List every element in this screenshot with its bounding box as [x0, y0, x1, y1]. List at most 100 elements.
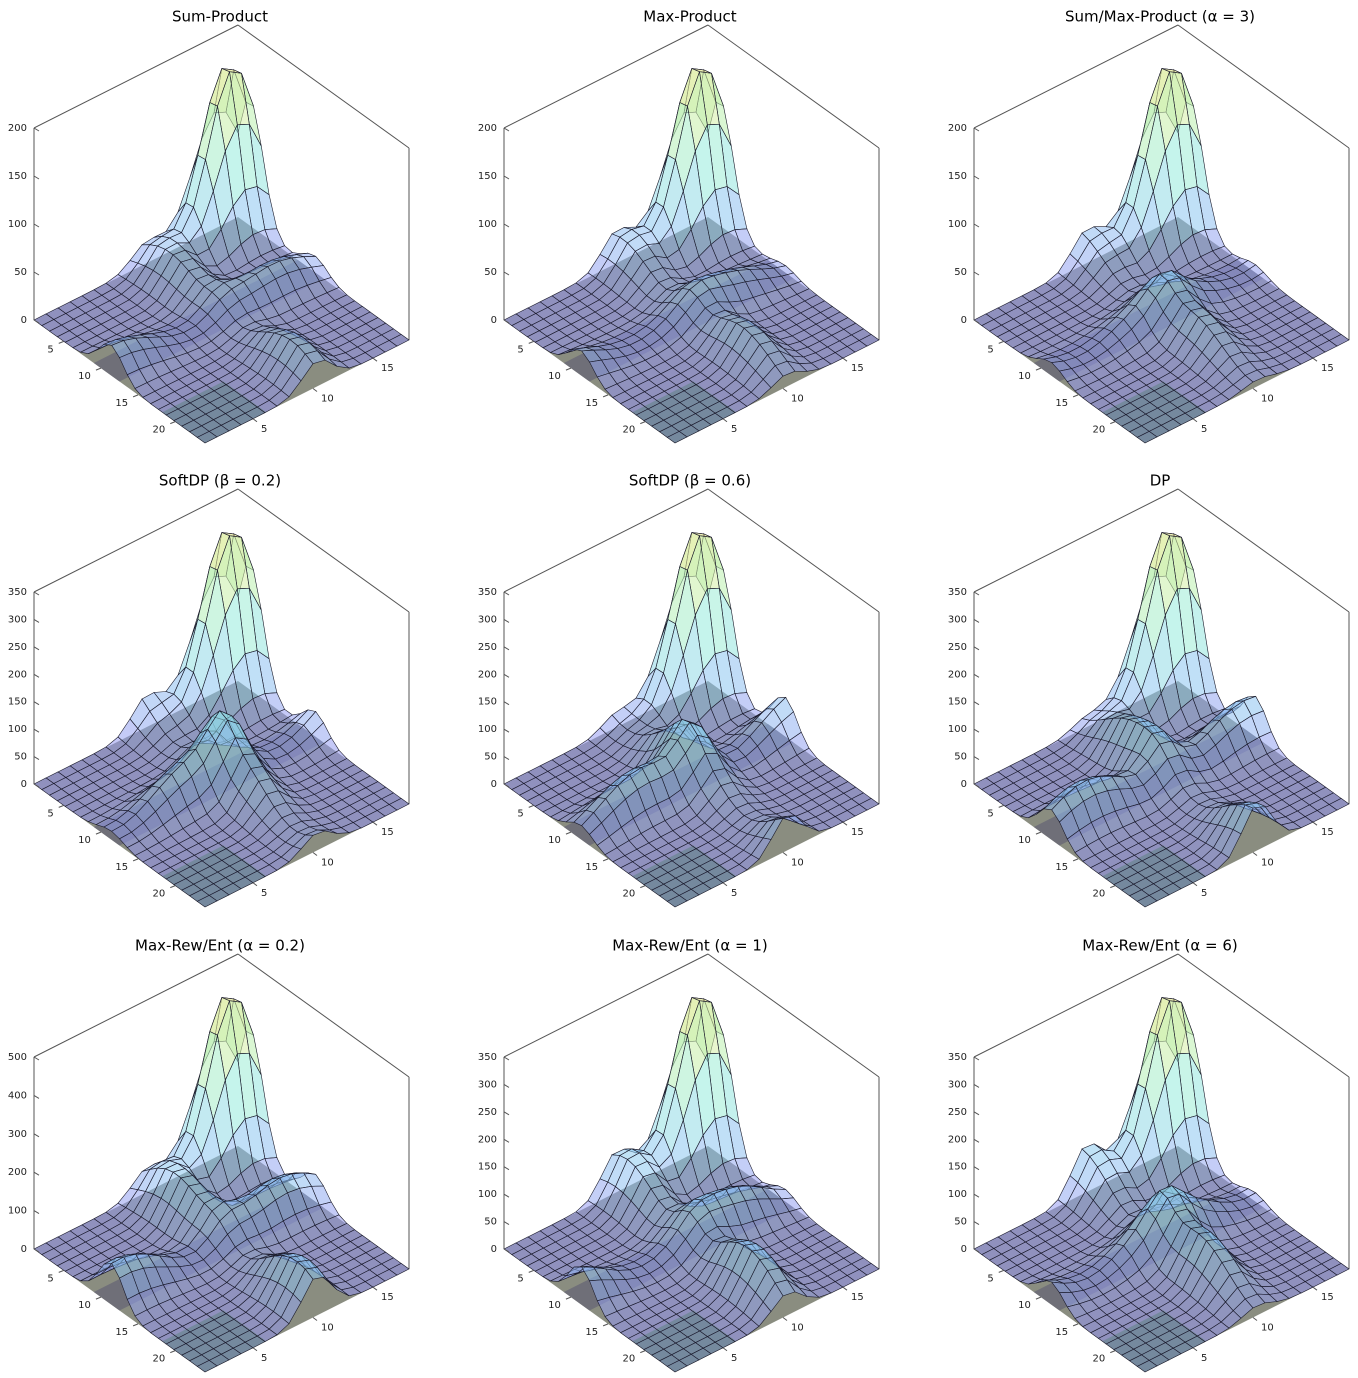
x-tick-label: 10 [1018, 371, 1031, 382]
surface-plot: Sum-Product050100150200510152051015 [8, 8, 409, 444]
x-tick [566, 368, 571, 370]
x-tick-label: 15 [585, 398, 598, 409]
y-tick [373, 822, 377, 825]
z-tick-label: 250 [948, 642, 967, 653]
z-tick [974, 674, 979, 677]
z-tick-label: 300 [8, 1129, 27, 1140]
z-tick-label: 200 [948, 123, 967, 134]
y-tick [373, 1287, 377, 1290]
x-tick-label: 10 [78, 1300, 91, 1311]
x-tick [529, 341, 534, 343]
z-tick [974, 647, 979, 650]
x-tick-label: 10 [1018, 1300, 1031, 1311]
x-tick [59, 805, 64, 807]
x-tick [96, 368, 101, 370]
chart-title: Max-Rew/Ent (α = 1) [612, 937, 768, 955]
x-tick [1110, 422, 1115, 424]
z-tick [974, 224, 979, 227]
z-tick [34, 757, 39, 760]
z-tick-label: 0 [961, 1244, 967, 1255]
chart-title: Max-Rew/Ent (α = 0.2) [135, 937, 305, 955]
x-tick-label: 5 [517, 808, 523, 819]
x-tick [1036, 368, 1041, 370]
box-edge [1178, 954, 1349, 1077]
y-tick [1253, 852, 1257, 855]
box-edge [708, 25, 879, 148]
x-tick-label: 15 [585, 862, 598, 873]
y-tick [253, 1348, 257, 1351]
x-tick [640, 886, 645, 888]
z-tick [34, 1172, 39, 1175]
z-tick [504, 592, 509, 595]
y-tick [313, 852, 317, 855]
z-tick [974, 729, 979, 732]
y-tick-label: 10 [791, 393, 804, 404]
x-tick [133, 395, 138, 397]
y-tick-label: 15 [381, 363, 394, 374]
z-tick-label: 200 [948, 669, 967, 680]
z-tick [974, 128, 979, 131]
box-edge [708, 954, 879, 1077]
z-tick-label: 100 [948, 219, 967, 230]
z-tick-label: 0 [21, 315, 27, 326]
surface-plot: SoftDP (β = 0.2)050100150200250300350510… [8, 472, 409, 908]
x-tick-label: 15 [1055, 398, 1068, 409]
z-tick [34, 1057, 39, 1060]
z-tick [974, 1194, 979, 1197]
y-tick [373, 358, 377, 361]
z-tick [504, 1057, 509, 1060]
x-tick-label: 10 [78, 371, 91, 382]
z-tick [504, 647, 509, 650]
z-tick-label: 0 [491, 315, 497, 326]
x-tick [566, 1297, 571, 1299]
z-tick [34, 176, 39, 179]
box-edge [238, 489, 409, 612]
z-tick [974, 176, 979, 179]
y-tick-label: 10 [1261, 393, 1274, 404]
y-tick-label: 10 [791, 857, 804, 868]
y-tick-label: 10 [1261, 857, 1274, 868]
z-tick-label: 500 [8, 1052, 27, 1063]
z-tick-label: 150 [478, 1162, 497, 1173]
z-tick [34, 702, 39, 705]
x-tick-label: 20 [1093, 1354, 1106, 1365]
z-tick-label: 250 [948, 1107, 967, 1118]
x-tick-label: 10 [548, 1300, 561, 1311]
z-tick-label: 100 [478, 724, 497, 735]
x-tick [133, 859, 138, 861]
y-tick [783, 852, 787, 855]
x-tick-label: 15 [115, 398, 128, 409]
x-tick-label: 20 [623, 425, 636, 436]
chart-title: SoftDP (β = 0.2) [159, 472, 281, 490]
z-tick [974, 1084, 979, 1087]
z-tick-label: 200 [8, 669, 27, 680]
x-tick-label: 5 [47, 808, 53, 819]
x-tick [1036, 832, 1041, 834]
surface-plot: Max-Rew/Ent (α = 0.2)0100200300400500510… [8, 937, 409, 1373]
y-tick-label: 10 [791, 1322, 804, 1333]
x-tick-label: 15 [585, 1327, 598, 1338]
z-tick-label: 400 [8, 1090, 27, 1101]
y-tick [1193, 883, 1197, 886]
surface-plot: SoftDP (β = 0.6)050100150200250300350510… [478, 472, 879, 908]
z-tick [974, 592, 979, 595]
z-tick-label: 200 [478, 123, 497, 134]
y-tick [723, 883, 727, 886]
z-tick-label: 300 [948, 614, 967, 625]
z-tick [504, 272, 509, 275]
z-tick-label: 200 [478, 1134, 497, 1145]
x-tick-label: 20 [1093, 425, 1106, 436]
y-tick-label: 5 [731, 424, 737, 435]
z-tick-label: 0 [961, 779, 967, 790]
y-tick [843, 358, 847, 361]
x-tick-label: 15 [115, 1327, 128, 1338]
z-tick-label: 300 [478, 1079, 497, 1090]
y-tick [843, 1287, 847, 1290]
y-tick-label: 10 [321, 393, 334, 404]
z-tick [974, 272, 979, 275]
z-tick-label: 100 [8, 724, 27, 735]
x-tick-label: 10 [1018, 835, 1031, 846]
box-edge [1178, 489, 1349, 612]
z-tick-label: 200 [478, 669, 497, 680]
y-tick-label: 15 [381, 1292, 394, 1303]
